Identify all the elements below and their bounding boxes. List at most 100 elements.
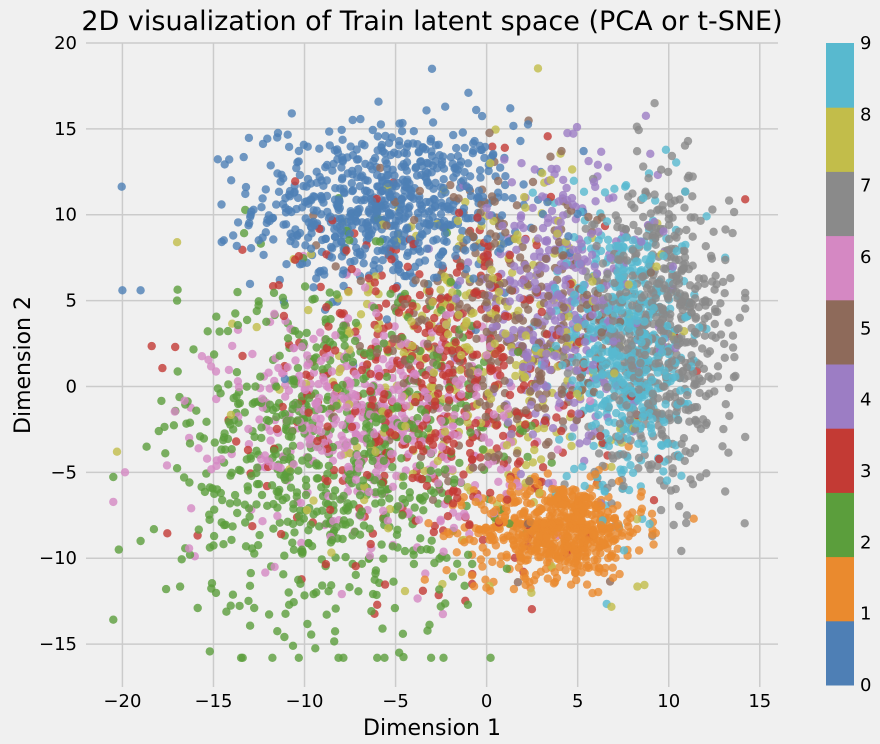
- scatter-point-class-4: [584, 431, 593, 440]
- scatter-point-class-2: [398, 511, 407, 520]
- scatter-point-class-6: [228, 341, 237, 351]
- scatter-point-class-5: [541, 440, 551, 449]
- scatter-point-class-6: [448, 465, 457, 474]
- scatter-point-class-1: [496, 493, 505, 503]
- scatter-point-class-3: [466, 448, 475, 458]
- scatter-point-class-7: [639, 162, 648, 171]
- scatter-point-class-3: [512, 408, 522, 417]
- scatter-point-class-9: [672, 158, 681, 167]
- scatter-point-class-3: [492, 421, 501, 430]
- scatter-point-class-2: [212, 485, 222, 494]
- scatter-point-class-0: [353, 207, 362, 217]
- scatter-point-class-0: [382, 315, 392, 324]
- scatter-point-class-2: [269, 446, 279, 455]
- scatter-point-class-9: [647, 429, 657, 438]
- scatter-point-class-2: [300, 591, 309, 600]
- scatter-point-class-2: [294, 466, 303, 475]
- scatter-point-class-8: [520, 192, 529, 202]
- scatter-point-class-5: [512, 201, 522, 210]
- scatter-point-class-1: [497, 552, 506, 561]
- scatter-point-class-4: [541, 264, 550, 273]
- scatter-point-class-0: [387, 133, 396, 142]
- scatter-point-class-2: [393, 502, 402, 511]
- scatter-point-class-1: [570, 524, 580, 533]
- scatter-point-class-9: [628, 389, 637, 398]
- scatter-point-class-7: [713, 362, 723, 371]
- scatter-point-class-2: [453, 559, 462, 568]
- scatter-point-class-4: [543, 214, 553, 223]
- scatter-point-class-3: [322, 303, 331, 312]
- scatter-point-class-0: [299, 140, 308, 149]
- scatter-point-class-9: [597, 401, 606, 410]
- scatter-point-class-2: [175, 582, 185, 591]
- scatter-point-class-1: [442, 566, 451, 575]
- scatter-point-class-5: [493, 314, 503, 323]
- scatter-point-class-6: [473, 368, 483, 377]
- scatter-point-class-4: [589, 177, 599, 187]
- scatter-point-class-2: [332, 523, 341, 532]
- scatter-point-class-2: [275, 351, 284, 360]
- scatter-point-class-0: [352, 243, 361, 253]
- scatter-point-class-7: [725, 411, 734, 421]
- scatter-point-class-4: [521, 350, 530, 359]
- scatter-point-class-4: [574, 409, 583, 418]
- scatter-point-class-3: [486, 488, 495, 498]
- scatter-point-class-8: [533, 64, 543, 73]
- scatter-point-class-7: [690, 381, 699, 390]
- scatter-point-class-3: [532, 240, 541, 250]
- scatter-point-class-6: [457, 390, 466, 399]
- scatter-point-class-2: [307, 542, 317, 551]
- scatter-point-class-0: [431, 157, 440, 166]
- scatter-point-class-2: [441, 599, 450, 608]
- scatter-point-class-7: [640, 350, 650, 360]
- scatter-point-class-2: [267, 481, 277, 490]
- scatter-point-class-9: [589, 441, 598, 451]
- scatter-point-class-0: [422, 226, 432, 235]
- scatter-point-class-1: [579, 536, 588, 546]
- scatter-point-class-6: [297, 538, 306, 548]
- scatter-point-class-2: [278, 293, 288, 302]
- scatter-point-class-2: [388, 462, 397, 472]
- scatter-point-class-0: [338, 135, 347, 144]
- scatter-point-class-9: [591, 419, 600, 429]
- scatter-point-class-7: [724, 448, 733, 457]
- scatter-point-class-1: [526, 499, 535, 508]
- scatter-point-class-7: [631, 410, 641, 419]
- scatter-point-class-6: [553, 445, 563, 454]
- scatter-point-class-4: [591, 197, 600, 206]
- scatter-point-class-0: [448, 159, 457, 169]
- scatter-point-class-7: [563, 369, 572, 378]
- scatter-point-class-9: [586, 381, 595, 390]
- scatter-point-class-3: [421, 328, 430, 338]
- scatter-point-class-2: [228, 590, 238, 599]
- scatter-point-class-2: [343, 499, 352, 508]
- scatter-point-class-6: [479, 433, 489, 442]
- scatter-point-class-4: [561, 281, 570, 290]
- scatter-point-class-3: [272, 424, 282, 434]
- scatter-point-class-4: [594, 227, 603, 236]
- scatter-point-class-5: [559, 303, 568, 312]
- scatter-point-class-2: [478, 445, 488, 454]
- scatter-point-class-4: [554, 197, 563, 206]
- scatter-point-class-2: [390, 603, 400, 613]
- scatter-point-class-1: [509, 584, 519, 594]
- scatter-point-class-2: [255, 530, 264, 540]
- scatter-point-class-7: [729, 372, 739, 382]
- scatter-point-class-2: [228, 522, 237, 531]
- scatter-point-class-0: [284, 205, 293, 215]
- scatter-point-class-8: [520, 373, 530, 382]
- scatter-point-class-7: [710, 305, 720, 314]
- scatter-point-class-0: [381, 156, 390, 165]
- scatter-point-class-3: [321, 560, 331, 569]
- scatter-point-class-0: [374, 97, 383, 106]
- scatter-point-class-7: [677, 266, 686, 276]
- scatter-point-class-6: [400, 414, 409, 423]
- scatter-point-class-2: [223, 326, 233, 336]
- scatter-point-class-1: [513, 533, 522, 543]
- scatter-point-class-7: [657, 165, 666, 174]
- scatter-point-class-9: [598, 370, 607, 380]
- scatter-point-class-2: [279, 455, 289, 464]
- scatter-point-class-9: [570, 464, 579, 474]
- scatter-point-class-7: [608, 316, 618, 326]
- scatter-point-class-0: [458, 226, 467, 236]
